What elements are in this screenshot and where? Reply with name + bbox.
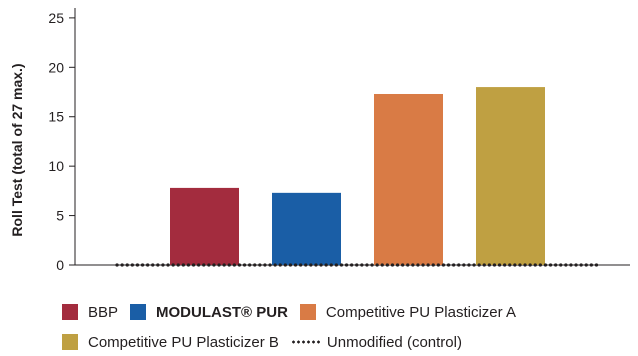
y-tick-label: 0 xyxy=(56,257,64,273)
legend-dotted-line-icon xyxy=(290,340,321,344)
y-tick-label: 10 xyxy=(48,158,64,174)
legend-swatch-plasticizer-b xyxy=(62,334,78,350)
legend-item-control: Unmodified (control) xyxy=(290,333,462,351)
legend-label-control: Unmodified (control) xyxy=(326,333,462,351)
y-tick-label: 15 xyxy=(48,109,64,125)
legend-swatch-modulast xyxy=(130,304,147,320)
legend-swatch-plasticizer-a xyxy=(299,304,316,320)
legend-item-modulast: MODULAST® PUR xyxy=(130,304,288,321)
legend-row-2: Competitive PU Plasticizer B Unmodified … xyxy=(62,330,474,354)
y-tick-label: 25 xyxy=(48,10,64,26)
bar-chart: 0 5 10 15 20 25 Roll Test (total of 27 max.) xyxy=(9,8,630,273)
bar-2 xyxy=(272,192,341,265)
y-axis-label: Roll Test (total of 27 max.) xyxy=(9,63,25,236)
legend-item-bbp: BBP xyxy=(62,304,118,321)
legend-item-plasticizer-a: Competitive PU Plasticizer A xyxy=(299,303,516,321)
bar-4 xyxy=(476,87,545,265)
legend-label-modulast: MODULAST® PUR xyxy=(156,303,288,321)
y-tick-label: 5 xyxy=(56,208,64,224)
legend-label-bbp: BBP xyxy=(88,303,119,321)
legend-row-1: BBP MODULAST® PUR Competitive PU Plastic… xyxy=(62,300,528,324)
legend-swatch-bbp xyxy=(62,304,78,320)
legend-label-plasticizer-a: Competitive PU Plasticizer A xyxy=(325,303,516,321)
bar-1 xyxy=(170,187,239,265)
bars xyxy=(170,87,545,265)
y-tick-label: 20 xyxy=(48,59,64,75)
legend-item-plasticizer-b: Competitive PU Plasticizer B xyxy=(62,334,279,351)
legend-label-plasticizer-b: Competitive PU Plasticizer B xyxy=(88,333,279,351)
bar-3 xyxy=(374,93,443,265)
